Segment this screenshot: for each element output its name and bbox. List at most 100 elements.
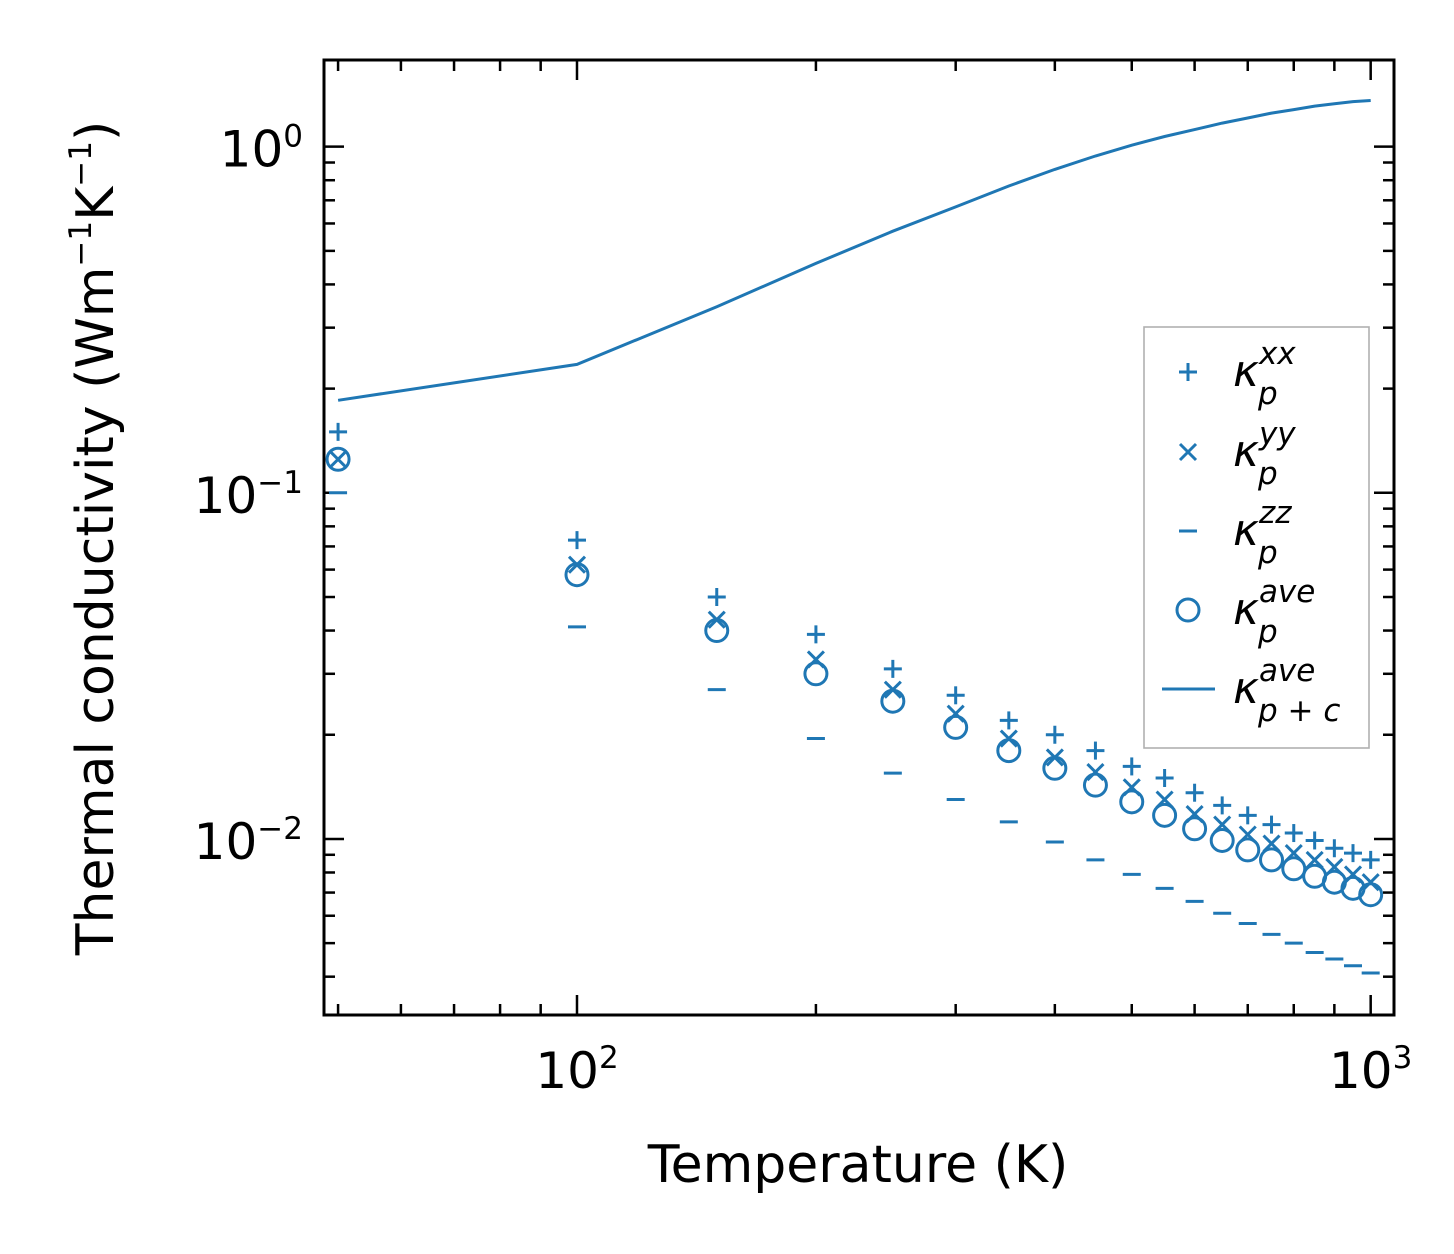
point-kxx (1343, 844, 1362, 863)
point-kave (1042, 755, 1068, 781)
legend-item-kave-sub: p (1257, 614, 1278, 650)
point-kave-c (1235, 837, 1261, 863)
point-kxx (1045, 725, 1064, 744)
legend-item-kave_pc-sup: ave (1259, 653, 1315, 689)
legend-item-kave_pc: κave p + c (1162, 653, 1340, 729)
legend-item-kyy-marker-d2 (1178, 442, 1198, 462)
point-kave (880, 688, 906, 714)
point-kxx (1325, 839, 1344, 858)
point-kave-c (1209, 827, 1235, 853)
point-kave-c (1358, 882, 1384, 908)
point-kave-c (1152, 802, 1178, 828)
point-kxx (999, 711, 1018, 730)
y-tick-label: 100 (220, 119, 303, 179)
legend-item-kave-marker (1175, 597, 1201, 623)
legend-item-kave-label: κave p (1233, 574, 1315, 650)
point-kxx (806, 625, 825, 644)
y-tick-label-base: 10 (194, 467, 258, 525)
point-kxx (1155, 768, 1174, 787)
point-kxx (883, 659, 902, 678)
point-kxx (1086, 741, 1105, 760)
point-kave-c (880, 688, 906, 714)
plot-frame (322, 58, 1396, 1017)
point-kyy-d2 (329, 450, 348, 469)
point-kave-c (803, 661, 829, 687)
legend-item-kyy-symbol: κ (1233, 426, 1259, 477)
x-tick-label-exp: 2 (599, 1040, 619, 1076)
point-kyy-d2 (1086, 763, 1105, 782)
x-tick-label-base: 10 (535, 1042, 599, 1100)
point-kave-c (1042, 755, 1068, 781)
y-tick-label-exp: −1 (257, 465, 303, 501)
legend-item-kxx-symbol: κ (1233, 346, 1259, 397)
point-kxx (1213, 796, 1232, 815)
point-kxx (1305, 831, 1324, 850)
legend-item-kzz: κzz p (1179, 495, 1292, 571)
point-kave-c (996, 738, 1022, 764)
legend-item-kxx-sub: p (1257, 376, 1278, 412)
point-kave-c (943, 714, 969, 740)
legend-item-kxx: κxx p (1179, 336, 1296, 412)
point-kave-c (704, 618, 730, 644)
legend-item-kzz-label: κzz p (1233, 495, 1292, 571)
point-kave-c (325, 446, 351, 472)
point-kave-c (564, 562, 590, 588)
point-kave-c (1259, 847, 1285, 873)
point-kxx (1122, 757, 1141, 776)
point-kxx (707, 588, 726, 607)
legend-item-kave_pc-symbol: κ (1233, 663, 1259, 714)
x-tick-label: 103 (1329, 1040, 1412, 1100)
point-kxx (1185, 783, 1204, 802)
point-kxx (567, 531, 586, 550)
series-line-kave_pc (337, 99, 1371, 402)
y-axis-label-close: ) (66, 121, 126, 141)
point-kave-c (1340, 875, 1366, 901)
legend-item-kyy-label: κyy p (1233, 416, 1296, 492)
legend-item-kzz-sup: zz (1258, 495, 1292, 531)
legend-item-kave-marker-c (1175, 597, 1201, 623)
x-tick-label: 102 (535, 1040, 618, 1100)
legend-item-kxx-sup: xx (1258, 336, 1296, 372)
point-kxx (1238, 806, 1257, 825)
point-kave (1119, 789, 1145, 815)
y-axis-label-exp2: −1 (63, 141, 99, 187)
y-axis-label-unit: K (66, 185, 126, 221)
point-kave (1082, 772, 1108, 798)
legend-item-kyy-sub: p (1257, 456, 1278, 492)
point-kave-c (1119, 789, 1145, 815)
y-tick-label: 10−1 (194, 465, 303, 525)
legend-item-kave_pc-sub: p + c (1257, 693, 1340, 729)
point-kave (1259, 847, 1285, 873)
legend-item-kxx-label: κxx p (1233, 336, 1296, 412)
point-kave (1340, 875, 1366, 901)
point-kxx (1361, 850, 1380, 869)
data-marks (325, 99, 1384, 975)
point-kxx (1284, 824, 1303, 843)
y-axis-label-main: Thermal conductivity (Wm (66, 267, 126, 957)
point-kave (1182, 816, 1208, 842)
point-kave (704, 618, 730, 644)
y-tick-label-exp: 0 (283, 119, 303, 155)
point-kave (1152, 802, 1178, 828)
point-kave (943, 714, 969, 740)
y-tick-label-exp: −2 (257, 811, 303, 847)
legend-item-kzz-symbol: κ (1233, 505, 1259, 556)
axis-ticks (324, 60, 1394, 1015)
point-kave (325, 446, 351, 472)
point-kave-c (1082, 772, 1108, 798)
x-tick-label-exp: 3 (1393, 1040, 1413, 1076)
legend-item-kave_pc-label: κave p + c (1233, 653, 1340, 729)
point-kxx (1262, 815, 1281, 834)
legend-item-kxx-marker (1179, 363, 1197, 381)
point-kxx (329, 422, 348, 441)
legend-item-kave-sup: ave (1259, 574, 1315, 610)
point-kave-c (1182, 816, 1208, 842)
y-axis-label-exp1: −1 (63, 221, 99, 267)
point-kave (803, 661, 829, 687)
x-tick-label-base: 10 (1329, 1042, 1393, 1100)
legend-item-kzz-sub: p (1257, 535, 1278, 571)
y-tick-label-base: 10 (194, 813, 258, 871)
